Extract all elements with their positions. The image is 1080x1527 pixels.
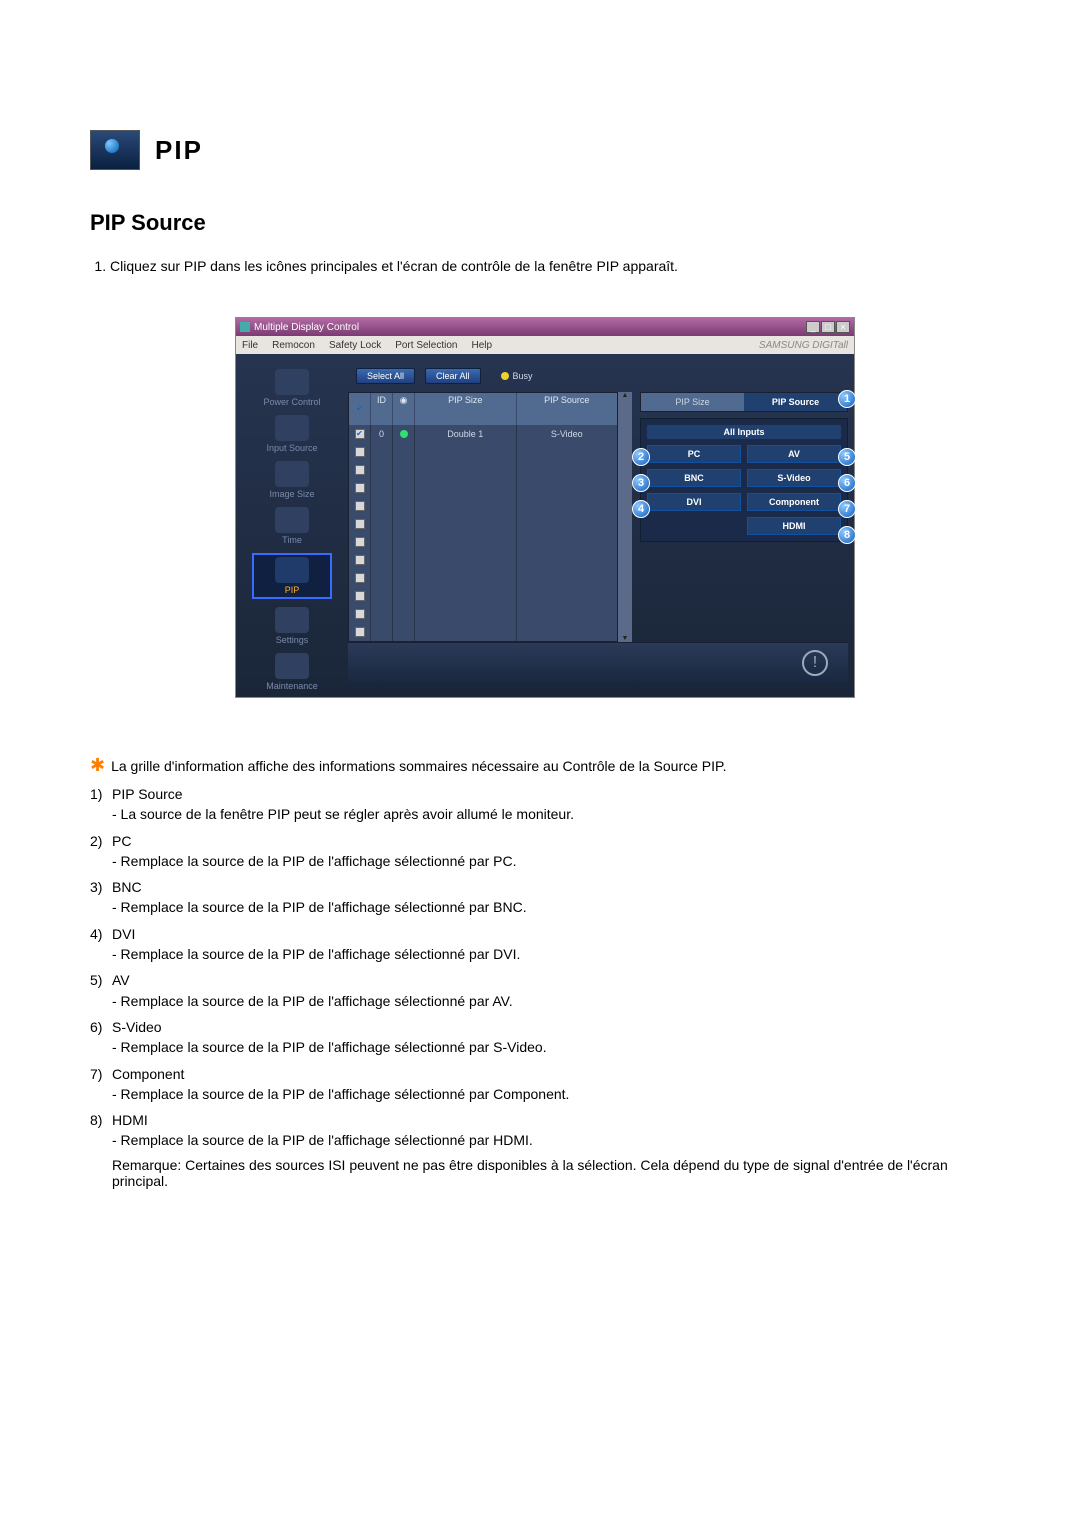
sidebar-item-time[interactable]: Time — [252, 507, 332, 545]
busy-label: Busy — [513, 371, 533, 381]
sidebar-label-pip: PIP — [285, 585, 300, 595]
grid-head-pipsource: PIP Source — [517, 393, 618, 425]
section-heading: PIP Source — [90, 210, 1000, 236]
intro-item: Cliquez sur PIP dans les icônes principa… — [110, 256, 1000, 277]
grid-head-status: ◉ — [393, 393, 415, 425]
source-dvi-button[interactable]: DVI — [647, 493, 741, 511]
power-icon — [275, 369, 309, 395]
desc-item-7: 7)Component- Remplace la source de la PI… — [90, 1064, 1000, 1105]
source-av-button[interactable]: AV — [747, 445, 841, 463]
row-checkbox[interactable] — [355, 429, 365, 439]
display-grid: ID ◉ PIP Size PIP Source 0 Double 1 S-Vi… — [348, 392, 618, 642]
row-status-icon — [393, 425, 415, 443]
menu-port[interactable]: Port Selection — [395, 340, 457, 351]
callout-5: 5 — [838, 448, 856, 466]
desc-item-3: 3)BNC- Remplace la source de la PIP de l… — [90, 877, 1000, 918]
sidebar-label-time: Time — [282, 535, 302, 545]
window-footer: ! — [348, 642, 848, 682]
select-all-button[interactable]: Select All — [356, 368, 415, 384]
source-svideo-button[interactable]: S-Video — [747, 469, 841, 487]
row-id: 0 — [371, 425, 393, 443]
remark-text: Remarque: Certaines des sources ISI peuv… — [90, 1157, 1000, 1189]
busy-dot-icon — [501, 372, 509, 380]
grid-row-0[interactable]: 0 Double 1 S-Video — [349, 425, 617, 443]
desc-item-6: 6)S-Video- Remplace la source de la PIP … — [90, 1017, 1000, 1058]
callout-7: 7 — [838, 500, 856, 518]
app-icon — [240, 322, 250, 332]
row-pipsize: Double 1 — [415, 425, 517, 443]
titlebar: Multiple Display Control _□× — [236, 318, 854, 336]
sidebar-item-power[interactable]: Power Control — [252, 369, 332, 407]
source-component-button[interactable]: Component — [747, 493, 841, 511]
minimize-button[interactable]: _ — [806, 321, 820, 333]
callout-4: 4 — [632, 500, 650, 518]
page-title: PIP — [155, 135, 203, 166]
desc-item-4: 4)DVI- Remplace la source de la PIP de l… — [90, 924, 1000, 965]
desc-item-1: 1)PIP Source- La source de la fenêtre PI… — [90, 784, 1000, 825]
sidebar-item-image[interactable]: Image Size — [252, 461, 332, 499]
busy-indicator: Busy — [501, 371, 533, 381]
star-icon: ✱ — [90, 758, 105, 772]
menu-file[interactable]: File — [242, 340, 258, 351]
desc-item-5: 5)AV- Remplace la source de la PIP de l'… — [90, 970, 1000, 1011]
info-icon[interactable]: ! — [802, 650, 828, 676]
source-panel: All Inputs PC AV BNC S-Video DVI Compone… — [640, 418, 848, 542]
clear-all-button[interactable]: Clear All — [425, 368, 481, 384]
sidebar-item-input[interactable]: Input Source — [252, 415, 332, 453]
close-button[interactable]: × — [836, 321, 850, 333]
menu-remocon[interactable]: Remocon — [272, 340, 315, 351]
pip-icon — [275, 557, 309, 583]
tab-pip-size[interactable]: PIP Size — [641, 393, 744, 411]
callout-8: 8 — [838, 526, 856, 544]
window-buttons: _□× — [805, 321, 850, 333]
toolbar: Select All Clear All Busy — [348, 364, 848, 388]
mdc-window: Multiple Display Control _□× File Remoco… — [235, 317, 855, 698]
desc-item-8: 8)HDMI- Remplace la source de la PIP de … — [90, 1110, 1000, 1151]
tab-pip-source[interactable]: PIP Source — [744, 393, 847, 411]
image-icon — [275, 461, 309, 487]
input-icon — [275, 415, 309, 441]
menubar: File Remocon Safety Lock Port Selection … — [236, 336, 854, 354]
grid-scrollbar[interactable] — [618, 392, 632, 642]
maximize-button[interactable]: □ — [821, 321, 835, 333]
pip-tabs: PIP Size PIP Source — [640, 392, 848, 412]
sidebar-item-pip[interactable]: PIP — [252, 553, 332, 599]
callout-2: 2 — [632, 448, 650, 466]
desc-item-2: 2)PC- Remplace la source de la PIP de l'… — [90, 831, 1000, 872]
callout-1: 1 — [838, 390, 856, 408]
window-title: Multiple Display Control — [254, 322, 359, 333]
menu-help[interactable]: Help — [471, 340, 492, 351]
sidebar-item-maintenance[interactable]: Maintenance — [252, 653, 332, 691]
description-list: 1)PIP Source- La source de la fenêtre PI… — [90, 784, 1000, 1151]
time-icon — [275, 507, 309, 533]
settings-icon — [275, 607, 309, 633]
source-bnc-button[interactable]: BNC — [647, 469, 741, 487]
intro-list: Cliquez sur PIP dans les icônes principa… — [110, 256, 1000, 277]
pip-header-icon — [90, 130, 140, 170]
row-pipsource: S-Video — [517, 425, 618, 443]
callout-6: 6 — [838, 474, 856, 492]
grid-head-pipsize: PIP Size — [415, 393, 517, 425]
source-hdmi-button[interactable]: HDMI — [747, 517, 841, 535]
sidebar: Power Control Input Source Image Size Ti… — [242, 364, 342, 691]
brand-label: SAMSUNG DIGITall — [759, 340, 848, 351]
source-pc-button[interactable]: PC — [647, 445, 741, 463]
callout-3: 3 — [632, 474, 650, 492]
sidebar-label-power: Power Control — [263, 397, 320, 407]
menu-safety[interactable]: Safety Lock — [329, 340, 381, 351]
all-inputs-header: All Inputs — [647, 425, 841, 439]
sidebar-label-maint: Maintenance — [266, 681, 318, 691]
sidebar-label-input: Input Source — [266, 443, 317, 453]
star-text: La grille d'information affiche des info… — [111, 758, 726, 774]
sidebar-item-settings[interactable]: Settings — [252, 607, 332, 645]
grid-head-id: ID — [371, 393, 393, 425]
sidebar-label-image: Image Size — [269, 489, 314, 499]
grid-head-check[interactable] — [349, 393, 371, 425]
maintenance-icon — [275, 653, 309, 679]
sidebar-label-settings: Settings — [276, 635, 309, 645]
